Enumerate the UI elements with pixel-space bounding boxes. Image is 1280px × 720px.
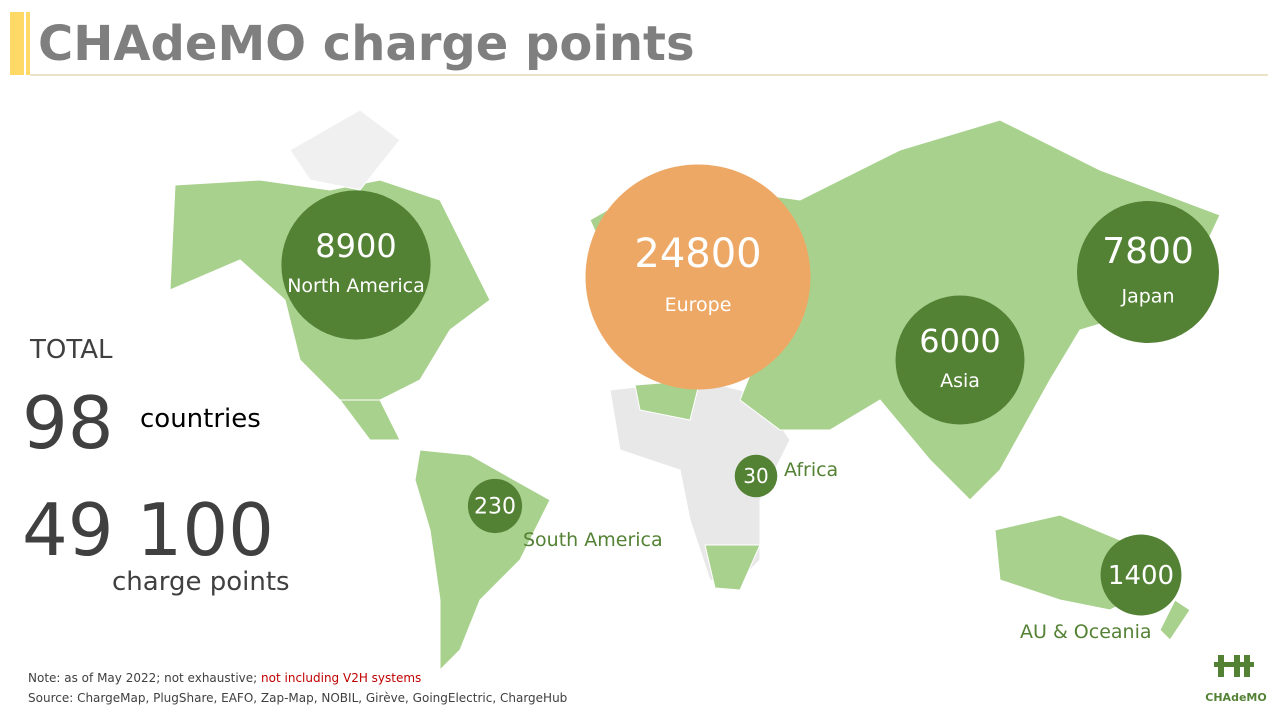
- bubble: [1100, 534, 1182, 616]
- title-accent: [26, 12, 30, 75]
- region-label: Africa: [784, 459, 838, 481]
- bubble-label: Japan: [1121, 286, 1175, 308]
- bubble-value: 230: [474, 495, 516, 520]
- bubble: [734, 454, 778, 498]
- region-label: AU & Oceania: [1020, 621, 1152, 643]
- bubble-value: 1400: [1108, 561, 1174, 591]
- note-highlight: not including V2H systems: [261, 671, 421, 685]
- logo: CHAdeMO: [1205, 655, 1267, 704]
- total-heading: TOTAL: [29, 335, 113, 365]
- logo-text: CHAdeMO: [1205, 691, 1266, 704]
- bubble: [467, 478, 523, 534]
- note: Note: as of May 2022; not exhaustive; no…: [28, 671, 421, 685]
- bubble-value: 7800: [1102, 231, 1194, 272]
- countries-value: 98: [22, 381, 114, 465]
- bubble-value: 24800: [634, 231, 761, 277]
- bubble: [585, 164, 811, 390]
- region-label: South America: [523, 529, 663, 551]
- bubble: [1077, 201, 1219, 343]
- bubble-value: 6000: [919, 322, 1000, 360]
- bubble: [895, 295, 1025, 425]
- points-label: charge points: [112, 567, 290, 597]
- bubble-label: Asia: [940, 370, 980, 392]
- countries-label: countries: [140, 404, 261, 434]
- bubble-label: North America: [287, 275, 425, 297]
- bubble-value: 8900: [315, 227, 396, 265]
- source: Source: ChargeMap, PlugShare, EAFO, Zap-…: [28, 691, 567, 705]
- title-accent: [10, 12, 24, 75]
- bubble: [281, 190, 431, 340]
- note-text: Note: as of May 2022; not exhaustive;: [28, 671, 257, 685]
- bubble-value: 30: [743, 464, 768, 488]
- title: CHAdeMO charge points: [38, 16, 695, 72]
- bubble-label: Europe: [665, 294, 732, 316]
- points-value: 49 100: [22, 488, 274, 572]
